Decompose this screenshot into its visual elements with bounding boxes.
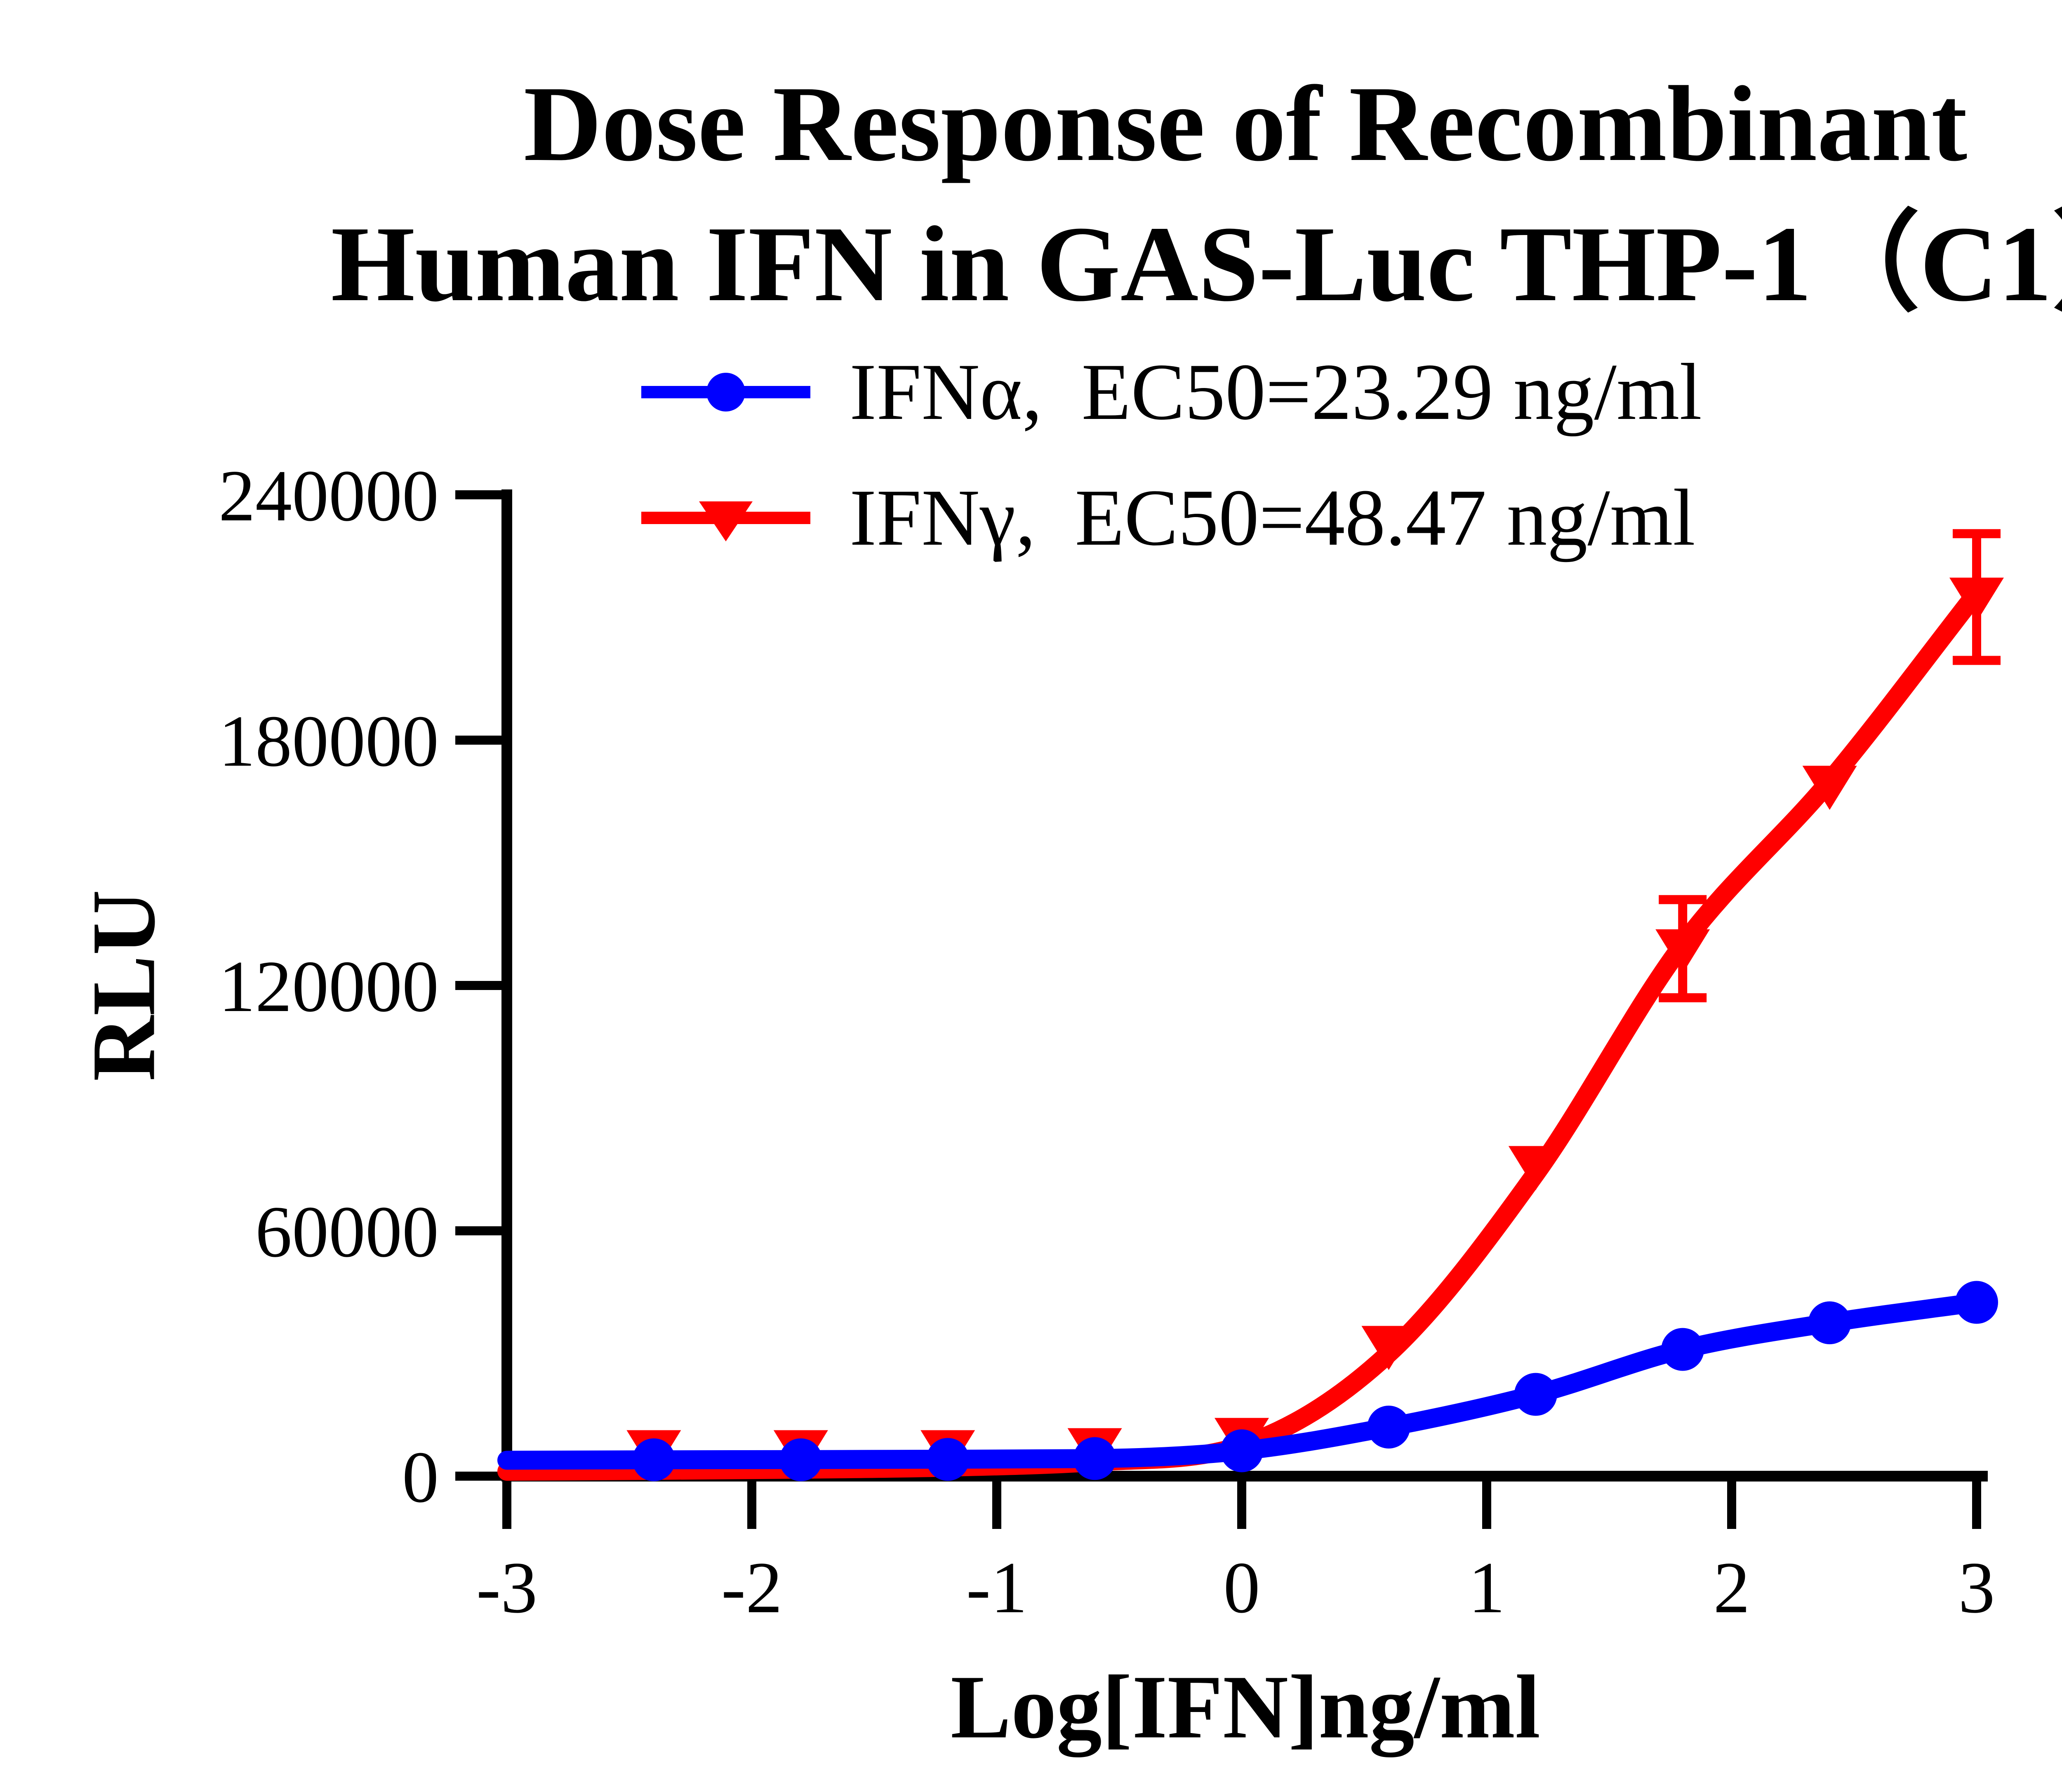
legend-triangle-marker — [699, 501, 753, 541]
ifn-gamma-data-point — [1361, 1326, 1416, 1370]
ifn-alpha-data-point — [632, 1438, 676, 1482]
y-tick-label: 240000 — [219, 455, 439, 536]
y-tick-label: 0 — [402, 1436, 439, 1518]
x-axis-title: Log[IFN]ng/ml — [951, 1656, 1540, 1757]
ifn-alpha-data-point — [779, 1438, 822, 1482]
legend-item-ifn-alpha: IFNα, EC50=23.29 ng/ml — [637, 340, 1702, 443]
ifn-alpha-data-point — [1073, 1437, 1116, 1480]
chart-title-line1: Dose Response of Recombinant — [523, 64, 1968, 183]
x-tick-label: 3 — [1958, 1547, 1995, 1628]
ifn-alpha-data-point — [1955, 1281, 1998, 1324]
x-tick-label: 1 — [1469, 1547, 1505, 1628]
legend-ec50-value: EC50=23.29 ng/ml — [1081, 347, 1702, 437]
legend-series-label: IFNα, — [850, 347, 1043, 437]
legend-series-label: IFNγ, — [850, 473, 1036, 562]
ifn-alpha-marker-icon — [641, 372, 810, 412]
ifn-gamma-data-point — [1802, 766, 1857, 810]
y-tick-label: 180000 — [219, 700, 439, 782]
x-tick-label: 2 — [1714, 1547, 1750, 1628]
chart-title: Dose Response of Recombinant Human IFN i… — [214, 54, 2062, 334]
ifn-gamma-data-point — [1508, 1146, 1563, 1190]
ifn-alpha-data-point — [1661, 1328, 1704, 1371]
ifn-gamma-data-point — [1655, 929, 1710, 974]
x-tick-label: -3 — [476, 1547, 537, 1628]
ifn-alpha-data-point — [1808, 1301, 1851, 1345]
ifn-alpha-data-point — [1220, 1429, 1263, 1472]
x-tick-label: -1 — [966, 1547, 1027, 1628]
x-tick-label: 0 — [1224, 1547, 1260, 1628]
y-tick-label: 60000 — [255, 1191, 439, 1272]
ifn-alpha-data-point — [926, 1438, 970, 1481]
legend-item-ifn-gamma: IFNγ, EC50=48.47 ng/ml — [637, 466, 1695, 569]
legend-ec50-value: EC50=48.47 ng/ml — [1075, 473, 1695, 562]
ifn-alpha-data-point — [1514, 1373, 1557, 1416]
chart-title-line2: Human IFN in GAS-Luc THP-1（C1） — [331, 204, 2062, 324]
legend-circle-marker — [706, 372, 745, 412]
ifn-gamma-data-point — [1949, 577, 2004, 622]
y-tick-label: 120000 — [219, 945, 439, 1027]
ifn-gamma-marker-icon — [641, 501, 810, 541]
ifn-alpha-data-point — [1367, 1406, 1410, 1449]
x-tick-label: -2 — [721, 1547, 782, 1628]
